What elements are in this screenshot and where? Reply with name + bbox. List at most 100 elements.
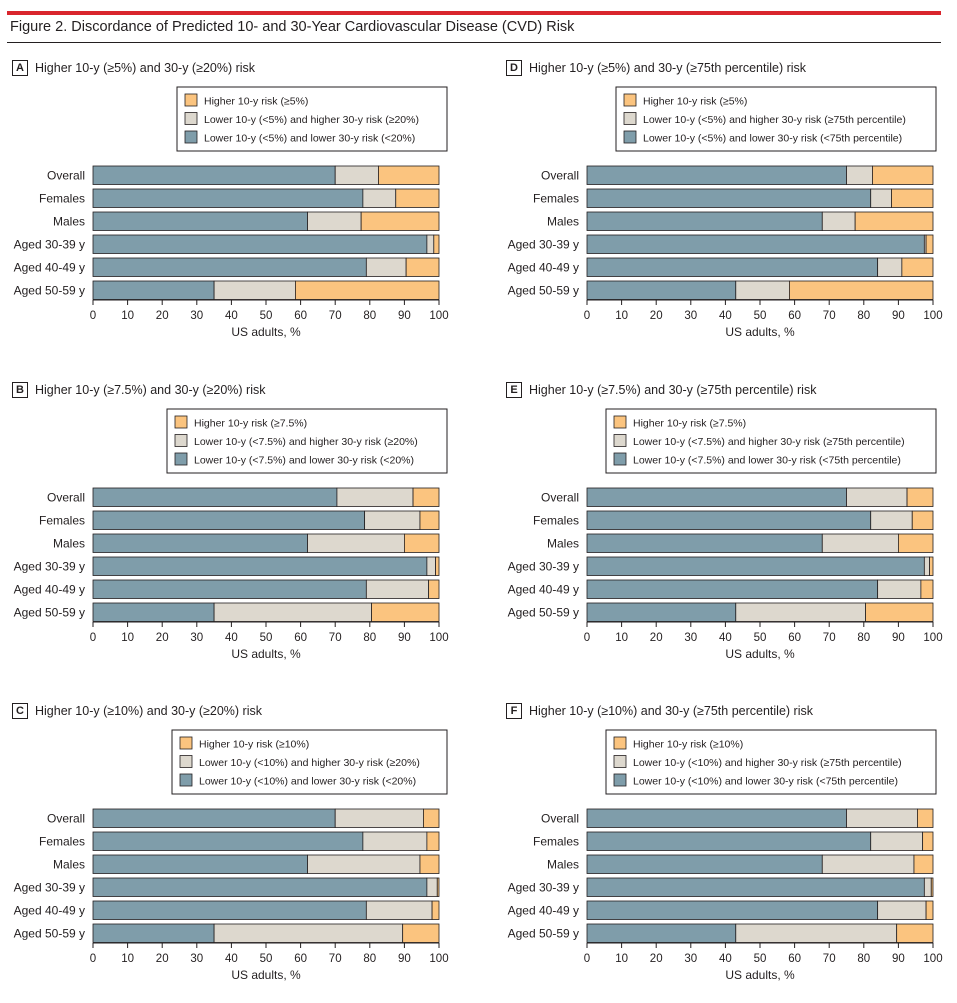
bar-segment <box>412 487 440 507</box>
category-label: Overall <box>47 169 85 183</box>
legend-swatch <box>184 112 198 125</box>
bar-segment <box>586 280 737 300</box>
bar-segment <box>295 280 440 300</box>
bar-segment <box>870 510 913 530</box>
x-tick-label: 20 <box>156 310 169 322</box>
bar-segment <box>403 533 440 553</box>
chart-panel-e: E Higher 10-y (≥7.5%) and 30-y (≥75th per… <box>506 382 946 682</box>
x-tick-label: 20 <box>156 953 169 965</box>
chart-panel-a: A Higher 10-y (≥5%) and 30-y (≥20%) risk H… <box>12 60 452 360</box>
bar-segment <box>92 877 428 897</box>
legend-swatch <box>623 112 637 125</box>
panel-letter: C <box>12 703 28 719</box>
x-tick-label: 10 <box>121 953 134 965</box>
bar-segment <box>586 900 879 920</box>
legend: Higher 10-y risk (≥7.5%) Lower 10-y (<7.5… <box>605 408 937 474</box>
bar-segment <box>92 533 308 553</box>
bar-segment <box>865 602 934 622</box>
bar-segment <box>402 923 440 943</box>
chart-panel-c: C Higher 10-y (≥10%) and 30-y (≥20%) risk… <box>12 703 452 1003</box>
legend-entry: Lower 10-y (<7.5%) and lower 30-y risk (… <box>194 455 414 467</box>
bar-segment <box>870 188 892 208</box>
bar-segment <box>92 487 338 507</box>
bar-segment <box>877 900 927 920</box>
bar-segment <box>735 923 898 943</box>
chart-panel-b: B Higher 10-y (≥7.5%) and 30-y (≥20%) ris… <box>12 382 452 682</box>
bar-segment <box>365 900 433 920</box>
legend-entry: Higher 10-y risk (≥10%) <box>199 739 309 751</box>
bar-segment <box>436 877 440 897</box>
x-tick-label: 100 <box>923 953 942 965</box>
x-tick-label: 50 <box>754 632 767 644</box>
bar-segment <box>925 234 934 254</box>
legend-swatch <box>613 434 627 447</box>
x-tick-label: 10 <box>615 953 628 965</box>
bar-segment <box>735 602 866 622</box>
bar-segment <box>92 165 336 185</box>
x-tick-label: 60 <box>788 632 801 644</box>
bar-segment <box>922 831 934 851</box>
x-tick-label: 100 <box>923 632 942 644</box>
panel-title: Higher 10-y (≥10%) and 30-y (≥75th perce… <box>529 704 813 718</box>
legend-frame <box>171 729 448 795</box>
x-tick-label: 40 <box>719 632 732 644</box>
x-tick-label: 0 <box>90 953 96 965</box>
legend: Higher 10-y risk (≥10%) Lower 10-y (<10%)… <box>605 729 937 795</box>
bar-segment <box>92 211 308 231</box>
category-label: Aged 30-39 y <box>508 560 579 574</box>
stacked-bar-chart: Higher 10-y risk (≥7.5%) Lower 10-y (<7.5… <box>508 408 943 661</box>
x-tick-label: 60 <box>788 953 801 965</box>
x-tick-label: 80 <box>857 310 870 322</box>
legend-swatch <box>613 755 627 768</box>
category-label: Overall <box>541 812 579 826</box>
bar-segment <box>586 188 872 208</box>
legend-entry: Higher 10-y risk (≥5%) <box>204 96 308 108</box>
bar-segment <box>92 188 364 208</box>
x-tick-label: 20 <box>650 632 663 644</box>
x-tick-label: 60 <box>294 310 307 322</box>
bar-segment <box>92 579 367 599</box>
bar-segment <box>735 280 790 300</box>
legend-entry: Lower 10-y (<10%) and lower 30-y risk (<… <box>633 776 898 788</box>
category-label: Females <box>39 514 85 528</box>
bar-segment <box>586 510 872 530</box>
x-axis-label: US adults, % <box>231 968 301 982</box>
x-tick-label: 90 <box>398 310 411 322</box>
bar-segment <box>917 808 934 828</box>
bar-segment <box>586 533 823 553</box>
legend-swatch <box>179 736 193 750</box>
bar-segment <box>426 877 438 897</box>
x-axis-label: US adults, % <box>725 968 795 982</box>
bar-segment <box>423 808 440 828</box>
legend-entry: Lower 10-y (<5%) and higher 30-y risk (≥… <box>643 114 906 126</box>
bar-segment <box>360 211 440 231</box>
x-tick-label: 50 <box>754 953 767 965</box>
legend-swatch <box>174 434 188 447</box>
stacked-bar-chart: Higher 10-y risk (≥10%) Lower 10-y (<10%)… <box>508 729 943 982</box>
legend-entry: Lower 10-y (<10%) and higher 30-y risk (… <box>633 757 902 769</box>
bar-segment <box>891 188 934 208</box>
category-label: Aged 40-49 y <box>14 261 85 275</box>
bar-segment <box>92 280 215 300</box>
bar-segment <box>426 831 440 851</box>
legend-frame <box>176 86 448 152</box>
stacked-bar-chart: Higher 10-y risk (≥10%) Lower 10-y (<10%)… <box>14 729 449 982</box>
category-label: Overall <box>47 491 85 505</box>
x-tick-label: 70 <box>823 310 836 322</box>
bar-segment <box>586 877 925 897</box>
x-tick-label: 40 <box>719 953 732 965</box>
x-tick-label: 50 <box>260 310 273 322</box>
bar-segment <box>92 510 366 530</box>
legend-entry: Lower 10-y (<7.5%) and higher 30-y risk … <box>633 436 905 448</box>
legend-entry: Lower 10-y (<10%) and lower 30-y risk (<… <box>199 776 416 788</box>
bar-segment <box>371 602 440 622</box>
x-tick-label: 100 <box>429 310 448 322</box>
bar-segment <box>92 234 428 254</box>
category-label: Males <box>547 215 579 229</box>
legend-swatch <box>613 736 627 750</box>
bar-segment <box>586 487 847 507</box>
bar-segment <box>897 533 934 553</box>
bar-segment <box>920 579 934 599</box>
category-label: Aged 50-59 y <box>508 927 579 941</box>
legend-entry: Higher 10-y risk (≥7.5%) <box>633 418 746 430</box>
